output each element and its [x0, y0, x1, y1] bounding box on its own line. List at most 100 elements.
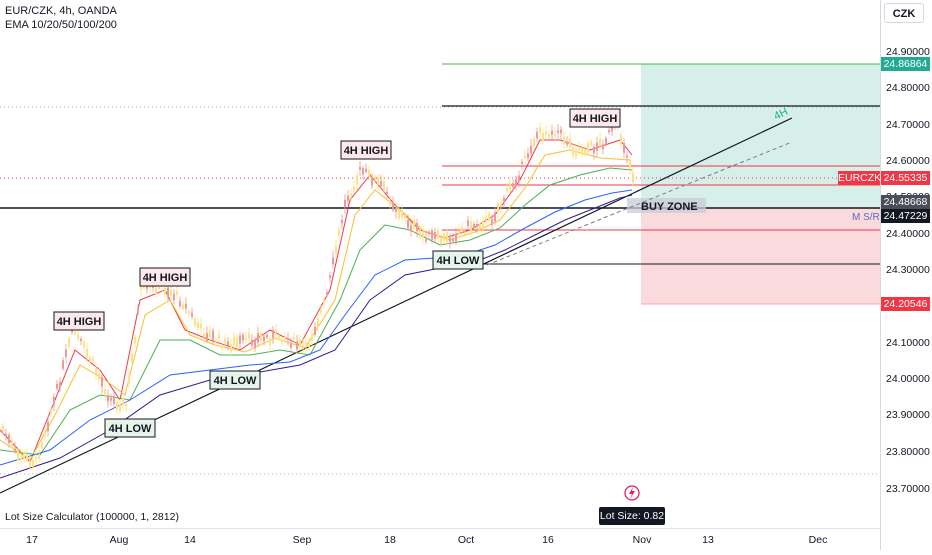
- candle-body: [23, 451, 25, 459]
- candle-body: [65, 349, 67, 358]
- candle-body: [542, 133, 544, 142]
- label-4h-high-4-text: 4H HIGH: [573, 113, 618, 125]
- candle-body: [575, 150, 577, 157]
- lot-size-calculator-label[interactable]: Lot Size Calculator (100000, 1, 2812): [5, 511, 179, 523]
- candle-body: [260, 333, 262, 342]
- label-4h-low-3-text: 4H LOW: [437, 255, 480, 267]
- candle-body: [452, 238, 454, 242]
- candle-body: [548, 134, 550, 138]
- candle-body: [128, 375, 130, 384]
- candle-body: [419, 229, 421, 237]
- candle-body: [212, 330, 214, 340]
- candle-body: [32, 459, 34, 468]
- candle-body: [359, 166, 361, 170]
- label-4h-low-2[interactable]: 4H LOW: [209, 370, 261, 390]
- candle-body: [524, 155, 526, 158]
- label-4h-high-4[interactable]: 4H HIGH: [569, 108, 621, 128]
- candle-body: [110, 398, 112, 401]
- candle-body: [572, 147, 574, 156]
- candle-body: [431, 230, 433, 240]
- time-tick-0: 17: [26, 534, 38, 546]
- candle-body: [512, 183, 514, 187]
- candle-body: [293, 336, 295, 340]
- currency-selector[interactable]: CZK: [884, 3, 924, 23]
- candle-body: [407, 219, 409, 229]
- candle-body: [491, 219, 493, 225]
- time-tick-1: Aug: [109, 534, 129, 546]
- ema10-line: [0, 139, 633, 463]
- label-4h-high-1[interactable]: 4H HIGH: [53, 311, 105, 331]
- ema200-line: [0, 194, 633, 479]
- buy-zone-label[interactable]: BUY ZONE: [641, 201, 698, 213]
- price-tick-11: 23.80000: [886, 446, 930, 458]
- candle-body: [482, 221, 484, 231]
- candle-body: [320, 309, 322, 313]
- candle-body: [230, 344, 232, 352]
- label-4h-high-3[interactable]: 4H HIGH: [340, 140, 392, 160]
- candle-body: [470, 221, 472, 232]
- label-4h-high-2[interactable]: 4H HIGH: [139, 267, 191, 287]
- profit-zone[interactable]: [641, 64, 880, 207]
- candle-body: [14, 448, 16, 451]
- lightning-icon[interactable]: [624, 485, 640, 501]
- label-4h-high-3-text: 4H HIGH: [344, 145, 389, 157]
- candle-body: [623, 142, 625, 153]
- indicator-legend[interactable]: EMA 10/20/50/100/200: [5, 19, 117, 31]
- candle-body: [170, 289, 172, 297]
- candle-body: [77, 334, 79, 339]
- candle-body: [578, 148, 580, 151]
- candle-body: [59, 381, 61, 388]
- candle-body: [98, 373, 100, 379]
- candle-body: [494, 212, 496, 222]
- candle-body: [221, 345, 223, 349]
- candle-body: [401, 211, 403, 218]
- candle-body: [344, 199, 346, 208]
- candle-body: [314, 326, 316, 335]
- label-4h-high-1-text: 4H HIGH: [57, 316, 102, 328]
- candle-body: [284, 337, 286, 340]
- candle-body: [89, 357, 91, 362]
- price-tick-9: 24.00000: [886, 373, 930, 385]
- time-tick-7: Nov: [632, 534, 652, 546]
- candle-body: [518, 175, 520, 181]
- candle-body: [362, 168, 364, 175]
- candle-body: [458, 230, 460, 235]
- candle-body: [377, 177, 379, 184]
- candle-body: [503, 197, 505, 202]
- candle-body: [347, 195, 349, 201]
- label-4h-low-1-text: 4H LOW: [109, 423, 152, 435]
- candle-body: [239, 335, 241, 344]
- label-4h-low-2-text: 4H LOW: [214, 375, 257, 387]
- candle-body: [197, 322, 199, 329]
- candle-body: [281, 339, 283, 342]
- candle-body: [410, 225, 412, 232]
- candle-body: [95, 368, 97, 374]
- time-tick-8: 13: [702, 534, 714, 546]
- candle-body: [413, 220, 415, 230]
- loss-zone[interactable]: [641, 207, 880, 304]
- trend-line-dashed[interactable]: [486, 141, 793, 266]
- buy-zone-box[interactable]: [627, 198, 706, 213]
- price-tick-5: 24.40000: [886, 228, 930, 240]
- price-tick-8: 24.10000: [886, 337, 930, 349]
- candle-body: [368, 169, 370, 177]
- candle-body: [332, 257, 334, 265]
- candle-body: [137, 307, 139, 314]
- time-tick-5: Oct: [457, 534, 475, 546]
- label-4h-low-1[interactable]: 4H LOW: [104, 418, 156, 438]
- price-chart[interactable]: 4H HIGH 4H HIGH 4H HIGH 4H HIGH 4H LOW 4…: [0, 0, 880, 550]
- label-4h-low-3[interactable]: 4H LOW: [432, 250, 484, 270]
- candle-body: [275, 330, 277, 334]
- price-scale[interactable]: [880, 0, 932, 550]
- chart-area[interactable]: 4H HIGH 4H HIGH 4H HIGH 4H HIGH 4H LOW 4…: [0, 0, 880, 550]
- candle-body: [2, 425, 4, 433]
- candle-body: [608, 129, 610, 133]
- candle-body: [383, 181, 385, 191]
- candle-body: [287, 338, 289, 341]
- candles-group: [2, 114, 634, 472]
- candle-body: [554, 133, 556, 137]
- candle-body: [80, 338, 82, 341]
- candle-body: [353, 186, 355, 191]
- candle-body: [323, 300, 325, 304]
- candle-body: [395, 207, 397, 212]
